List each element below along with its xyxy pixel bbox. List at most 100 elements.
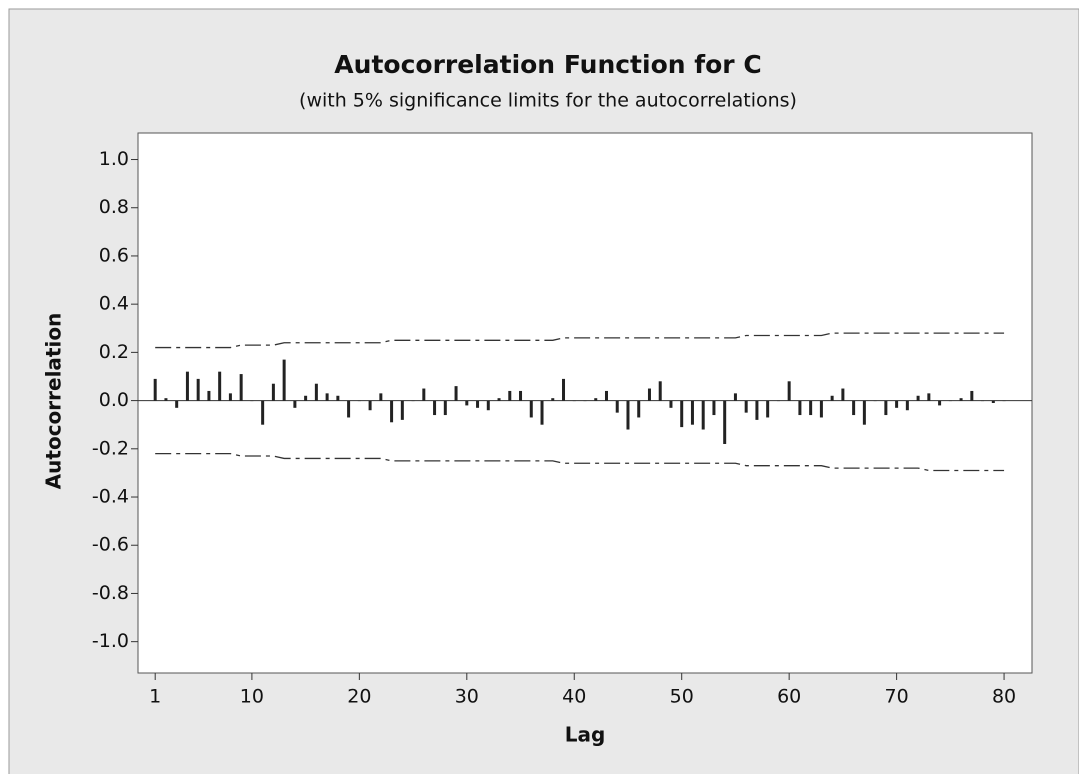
acf-bar — [863, 401, 866, 425]
acf-bar — [197, 379, 200, 401]
acf-bar — [444, 401, 447, 415]
x-tick-label: 20 — [347, 686, 371, 708]
acf-bar — [207, 391, 210, 401]
acf-bar — [884, 401, 887, 415]
acf-bar — [659, 381, 662, 400]
page: {"chart_data": { "type": "acf", "title":… — [0, 0, 1079, 774]
y-tick-label: 0.2 — [99, 341, 129, 363]
y-axis-label: Autocorrelation — [42, 313, 66, 490]
acf-bar — [841, 389, 844, 401]
acf-bar — [734, 393, 737, 400]
acf-bar — [788, 381, 791, 400]
acf-bar — [852, 401, 855, 415]
acf-bar — [455, 386, 458, 400]
acf-bar — [229, 393, 232, 400]
acf-bar — [917, 396, 920, 401]
acf-bar — [218, 372, 221, 401]
acf-bar — [304, 396, 307, 401]
acf-bar — [981, 401, 984, 402]
acf-bar — [755, 401, 758, 420]
acf-bar — [401, 401, 404, 420]
acf-bar — [250, 401, 253, 402]
acf-bar — [949, 401, 952, 402]
y-tick-label: -0.2 — [92, 437, 129, 459]
acf-bar — [594, 398, 597, 400]
acf-bar — [283, 360, 286, 401]
acf-bar — [186, 372, 189, 401]
chart-subtitle: (with 5% significance limits for the aut… — [299, 90, 797, 112]
acf-bar — [992, 401, 995, 403]
acf-bar — [433, 401, 436, 415]
acf-bar — [422, 389, 425, 401]
acf-bar — [508, 391, 511, 401]
acf-bar — [616, 401, 619, 413]
acf-bar — [369, 401, 372, 411]
x-tick-label: 50 — [670, 686, 694, 708]
acf-bar — [702, 401, 705, 430]
acf-bar — [379, 393, 382, 400]
acf-bar — [820, 401, 823, 418]
acf-bar — [927, 393, 930, 400]
acf-bar — [605, 391, 608, 401]
chart-title: Autocorrelation Function for C — [334, 50, 761, 79]
chart: Autocorrelation Function for C (with 5% … — [0, 0, 1079, 774]
y-tick-label: -0.8 — [92, 582, 129, 604]
acf-bar — [1003, 401, 1006, 402]
acf-bar — [712, 401, 715, 415]
y-tick-label: 1.0 — [99, 148, 129, 170]
acf-bar — [970, 391, 973, 401]
acf-bar — [336, 396, 339, 401]
y-tick-label: 0.0 — [99, 389, 129, 411]
acf-bar — [960, 398, 963, 400]
acf-bar — [293, 401, 296, 408]
y-tick-label: 0.4 — [99, 293, 129, 315]
acf-bar — [261, 401, 264, 425]
acf-bar — [240, 374, 243, 401]
acf-bar — [895, 401, 898, 408]
acf-bar — [412, 401, 415, 402]
acf-bar — [164, 398, 167, 400]
acf-bar — [831, 396, 834, 401]
acf-bar — [530, 401, 533, 418]
acf-bar — [584, 401, 587, 402]
acf-bar — [669, 401, 672, 408]
acf-bar — [390, 401, 393, 423]
acf-bar — [798, 401, 801, 415]
x-tick-label: 80 — [992, 686, 1016, 708]
y-tick-label: -0.4 — [92, 486, 129, 508]
acf-bar — [691, 401, 694, 425]
acf-bar — [745, 401, 748, 413]
acf-bar — [347, 401, 350, 418]
x-tick-label: 30 — [455, 686, 479, 708]
acf-bar — [766, 401, 769, 418]
x-tick-label: 1 — [149, 686, 161, 708]
acf-bar — [723, 401, 726, 444]
y-tick-label: -1.0 — [92, 630, 129, 652]
acf-bar — [154, 379, 157, 401]
acf-bar — [809, 401, 812, 415]
acf-bar — [906, 401, 909, 411]
acf-bar — [326, 393, 329, 400]
acf-bar — [938, 401, 941, 406]
acf-bar — [573, 401, 576, 402]
acf-bar — [487, 401, 490, 411]
acf-bar — [626, 401, 629, 430]
y-tick-label: -0.6 — [92, 534, 129, 556]
acf-bar — [680, 401, 683, 428]
acf-bar — [551, 398, 554, 400]
acf-bar — [175, 401, 178, 408]
y-tick-label: 0.6 — [99, 244, 129, 266]
acf-bar — [541, 401, 544, 425]
x-tick-label: 60 — [777, 686, 801, 708]
x-axis-label: Lag — [565, 723, 606, 747]
acf-bar — [648, 389, 651, 401]
acf-bar — [874, 401, 877, 402]
acf-bar — [465, 401, 468, 406]
y-tick-label: 0.8 — [99, 196, 129, 218]
x-tick-label: 70 — [885, 686, 909, 708]
acf-bar — [777, 401, 780, 402]
acf-bar — [315, 384, 318, 401]
acf-bar — [498, 398, 501, 400]
x-tick-label: 10 — [240, 686, 264, 708]
x-tick-label: 40 — [562, 686, 586, 708]
